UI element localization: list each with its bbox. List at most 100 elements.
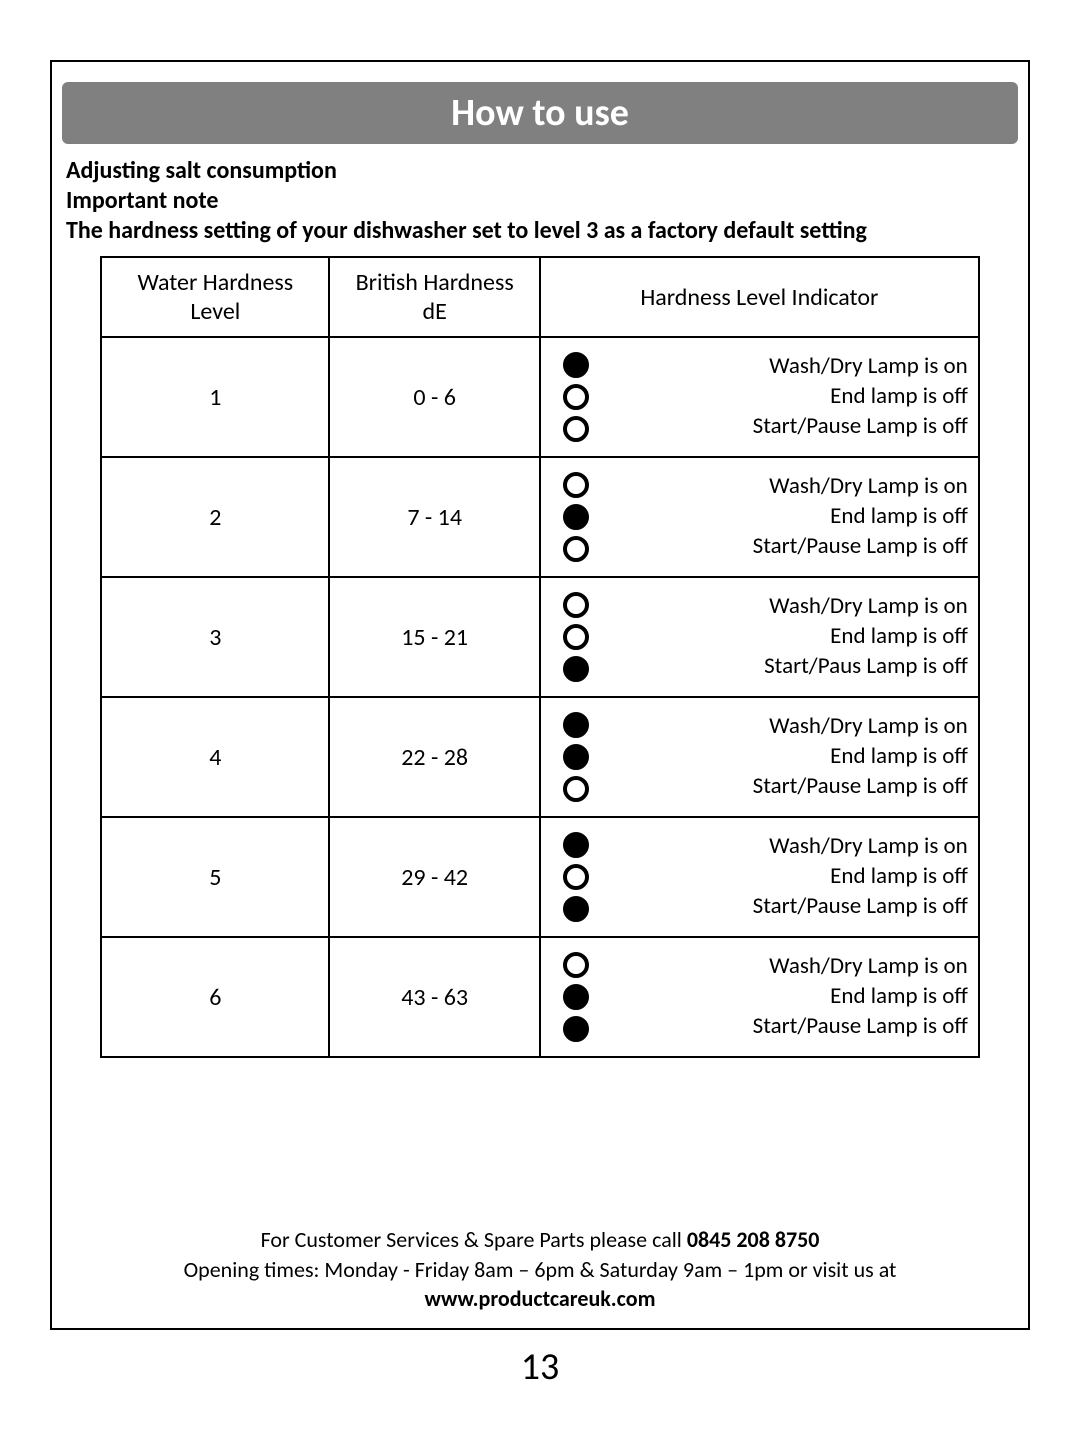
cell-de: 22 - 28 [329,697,540,817]
lamp-line: Start/Pause Lamp is off [611,532,968,562]
footer-line-3: www.productcareuk.com [52,1284,1028,1314]
lamp-on-icon [563,712,589,738]
lamp-off-icon [563,864,589,890]
lamp-description: Wash/Dry Lamp is onEnd lamp is offStart/… [611,472,968,562]
de-value: 43 - 63 [330,947,539,1048]
header-text: British Hardness [356,268,514,297]
indicator-wrap: Wash/Dry Lamp is onEnd lamp is offStart/… [541,818,978,936]
lamp-line: End lamp is off [611,862,968,892]
lamp-on-icon [563,984,589,1010]
footer-line-2: Opening times: Monday - Friday 8am – 6pm… [52,1255,1028,1285]
page: How to use Adjusting salt consumption Im… [0,0,1080,1440]
lamp-line: Wash/Dry Lamp is on [611,832,968,862]
header-water-hardness: Water Hardness Level [101,257,329,337]
lamp-description: Wash/Dry Lamp is onEnd lamp is offStart/… [611,952,968,1042]
lamp-stack [563,952,589,1042]
lamp-on-icon [563,1016,589,1042]
de-value: 0 - 6 [330,347,539,448]
lamp-line: End lamp is off [611,502,968,532]
section-title: How to use [451,90,629,136]
indicator-wrap: Wash/Dry Lamp is onEnd lamp is offStart/… [541,578,978,696]
lamp-stack [563,352,589,442]
indicator-wrap: Wash/Dry Lamp is onEnd lamp is offStart/… [541,338,978,456]
footer-line-1: For Customer Services & Spare Parts plea… [52,1225,1028,1255]
lamp-description: Wash/Dry Lamp is onEnd lamp is offStart/… [611,352,968,442]
header-text: Hardness Level Indicator [640,283,878,312]
page-number: 13 [50,1344,1030,1390]
lamp-line: Wash/Dry Lamp is on [611,712,968,742]
lamp-off-icon [563,592,589,618]
indicator-wrap: Wash/Dry Lamp is onEnd lamp is offStart/… [541,458,978,576]
cell-level: 4 [101,697,329,817]
table-row: 315 - 21 Wash/Dry Lamp is onEnd lamp is o… [101,577,979,697]
lamp-description: Wash/Dry Lamp is onEnd lamp is offStart/… [611,832,968,922]
cell-level: 6 [101,937,329,1057]
lamp-off-icon [563,952,589,978]
lamp-line: Start/Pause Lamp is off [611,892,968,922]
lamp-line: Start/Pause Lamp is off [611,1012,968,1042]
level-value: 2 [102,467,328,568]
level-value: 3 [102,587,328,688]
cell-indicator: Wash/Dry Lamp is onEnd lamp is offStart/… [540,817,979,937]
level-value: 5 [102,827,328,928]
hardness-table: Water Hardness Level British Hardness dE… [100,256,980,1058]
table-row: 10 - 6 Wash/Dry Lamp is onEnd lamp is off… [101,337,979,457]
lamp-off-icon [563,776,589,802]
cell-level: 1 [101,337,329,457]
intro-line-1: Adjusting salt consumption [66,156,1014,186]
level-value: 1 [102,347,328,448]
content-frame: How to use Adjusting salt consumption Im… [50,60,1030,1330]
table-row: 643 - 63 Wash/Dry Lamp is onEnd lamp is o… [101,937,979,1057]
footer-phone: 0845 208 8750 [687,1226,820,1253]
lamp-line: Wash/Dry Lamp is on [611,592,968,622]
lamp-line: End lamp is off [611,382,968,412]
table-row: 529 - 42 Wash/Dry Lamp is onEnd lamp is o… [101,817,979,937]
cell-de: 15 - 21 [329,577,540,697]
lamp-stack [563,712,589,802]
cell-indicator: Wash/Dry Lamp is onEnd lamp is offStart/… [540,937,979,1057]
cell-de: 43 - 63 [329,937,540,1057]
de-value: 29 - 42 [330,827,539,928]
intro-line-3: The hardness setting of your dishwasher … [66,216,1014,246]
lamp-off-icon [563,384,589,410]
indicator-wrap: Wash/Dry Lamp is onEnd lamp is offStart/… [541,698,978,816]
table-row: 27 - 14 Wash/Dry Lamp is onEnd lamp is of… [101,457,979,577]
header-text: dE [423,297,447,326]
footer-block: For Customer Services & Spare Parts plea… [52,1225,1028,1314]
lamp-stack [563,832,589,922]
de-value: 7 - 14 [330,467,539,568]
header-text: Water Hardness [137,268,293,297]
cell-level: 5 [101,817,329,937]
de-value: 22 - 28 [330,707,539,808]
lamp-description: Wash/Dry Lamp is onEnd lamp is offStart/… [611,592,968,682]
lamp-stack [563,592,589,682]
lamp-line: Start/Pause Lamp is off [611,772,968,802]
lamp-on-icon [563,744,589,770]
table-header-row: Water Hardness Level British Hardness dE… [101,257,979,337]
lamp-on-icon [563,352,589,378]
header-text: Level [190,297,240,326]
table-row: 422 - 28 Wash/Dry Lamp is onEnd lamp is o… [101,697,979,817]
lamp-off-icon [563,624,589,650]
lamp-line: Start/Paus Lamp is off [611,652,968,682]
cell-indicator: Wash/Dry Lamp is onEnd lamp is offStart/… [540,457,979,577]
cell-level: 2 [101,457,329,577]
lamp-off-icon [563,472,589,498]
lamp-line: End lamp is off [611,742,968,772]
header-indicator: Hardness Level Indicator [540,257,979,337]
lamp-line: Start/Pause Lamp is off [611,412,968,442]
de-value: 15 - 21 [330,587,539,688]
cell-de: 7 - 14 [329,457,540,577]
footer-text-part: For Customer Services & Spare Parts plea… [261,1226,687,1253]
lamp-off-icon [563,536,589,562]
cell-indicator: Wash/Dry Lamp is onEnd lamp is offStart/… [540,337,979,457]
intro-block: Adjusting salt consumption Important not… [62,156,1018,256]
cell-level: 3 [101,577,329,697]
lamp-description: Wash/Dry Lamp is onEnd lamp is offStart/… [611,712,968,802]
indicator-wrap: Wash/Dry Lamp is onEnd lamp is offStart/… [541,938,978,1056]
lamp-on-icon [563,504,589,530]
lamp-on-icon [563,896,589,922]
lamp-line: Wash/Dry Lamp is on [611,472,968,502]
lamp-line: Wash/Dry Lamp is on [611,952,968,982]
cell-indicator: Wash/Dry Lamp is onEnd lamp is offStart/… [540,577,979,697]
